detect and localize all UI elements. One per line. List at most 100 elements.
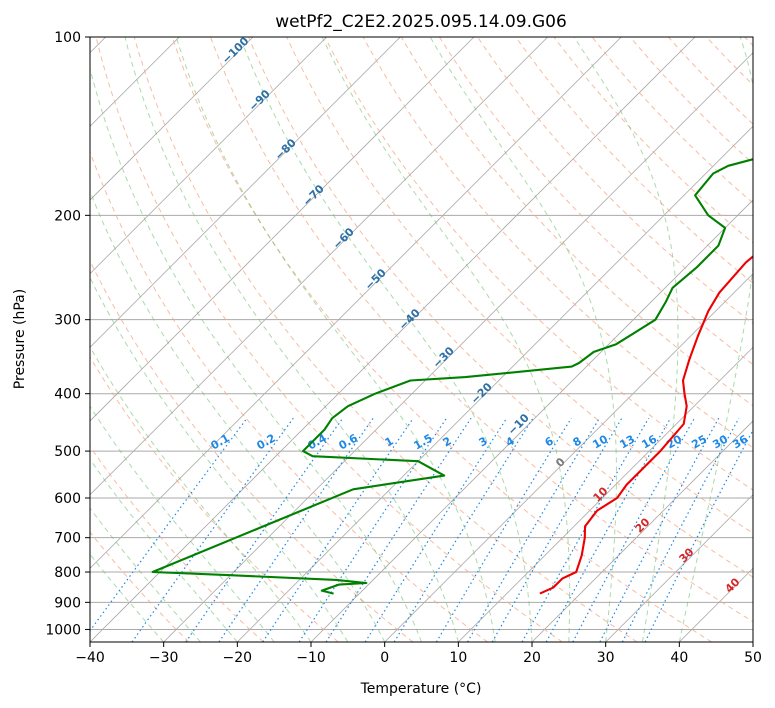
y-tick-label: 600 <box>54 491 81 507</box>
dry-adiabat-line <box>90 356 339 642</box>
isotherm-line <box>90 37 622 569</box>
dry-adiabat-line <box>438 37 753 366</box>
mixing-ratio-line <box>599 417 720 642</box>
mixing-ratio-line <box>435 417 572 642</box>
mixing-ratio-line <box>572 417 695 642</box>
dry-adiabat-label: −90 <box>246 87 273 114</box>
moist-adiabat-line <box>321 37 571 642</box>
mixing-ratio-line <box>393 417 534 642</box>
moist-adiabat-label: 30 <box>677 545 697 565</box>
isotherm-line <box>90 37 254 201</box>
y-tick-label: 300 <box>54 313 81 329</box>
dry-adiabat-line <box>515 37 753 284</box>
dry-adiabat-line <box>90 531 190 642</box>
mixing-ratio-line <box>185 417 344 642</box>
moist-adiabat-line <box>239 37 533 642</box>
moist-adiabat-label: 0 <box>553 455 568 470</box>
x-tick-label: 10 <box>449 650 467 666</box>
mixing-ratio-line <box>491 417 623 642</box>
temperature-profile-line <box>539 255 753 595</box>
mixing-ratio-line <box>466 417 600 642</box>
mixing-ratio-label: 0.4 <box>306 431 330 452</box>
dry-adiabat-label: −60 <box>330 225 357 252</box>
x-tick-label: 0 <box>380 650 389 666</box>
dry-adiabat-line <box>90 259 414 642</box>
dry-adiabat-label: −50 <box>362 266 389 293</box>
dry-adiabat-label: −30 <box>430 344 457 371</box>
isotherm-line <box>237 125 753 642</box>
isotherm-line <box>752 641 753 642</box>
mixing-ratio-line <box>545 417 672 642</box>
plot-frame <box>89 36 754 643</box>
isotherm-line <box>679 567 753 642</box>
mixing-ratio-line <box>131 417 294 642</box>
x-tick-label: 50 <box>744 650 762 666</box>
dry-adiabat-line <box>706 37 753 86</box>
y-tick-label: 1000 <box>45 622 81 638</box>
moist-adiabat-line <box>90 405 275 642</box>
dry-adiabat-label: −70 <box>300 182 327 209</box>
mixing-ratio-label: 1.5 <box>412 431 435 452</box>
mixing-ratio-label: 36 <box>730 432 750 451</box>
isotherm-line <box>90 37 696 642</box>
dry-adiabat-line <box>248 37 753 578</box>
dry-adiabat-line <box>171 37 712 642</box>
y-axis-label: Pressure (hPa) <box>12 289 28 389</box>
mixing-ratio-line <box>262 417 414 642</box>
y-tick-label: 100 <box>54 30 81 46</box>
dry-adiabat-label: −80 <box>272 136 299 163</box>
isotherm-line <box>384 273 753 642</box>
x-tick-label: 20 <box>523 650 541 666</box>
dry-adiabat-line <box>210 37 753 623</box>
dry-adiabat-label: −10 <box>505 411 532 438</box>
x-axis-label: Temperature (°C) <box>360 681 482 697</box>
isotherm-line <box>605 494 753 642</box>
y-tick-label: 500 <box>54 444 81 460</box>
moist-adiabat-line <box>90 458 238 642</box>
isotherm-line <box>531 420 753 642</box>
moist-adiabat-label: 10 <box>591 484 611 504</box>
mixing-ratio-label: 0.2 <box>255 431 278 452</box>
dry-adiabat-line <box>400 37 753 407</box>
dry-adiabat-line <box>286 37 753 534</box>
mixing-ratio-label: 10 <box>590 432 610 451</box>
dry-adiabat-label: −100 <box>220 34 252 66</box>
moist-adiabat-line <box>90 66 422 642</box>
x-tick-label: 30 <box>597 650 615 666</box>
dewpoint-profile-line <box>151 158 753 595</box>
moist-adiabat-line <box>429 37 617 642</box>
y-tick-label: 200 <box>54 208 81 224</box>
x-tick-label: −40 <box>75 650 105 666</box>
y-tick-label: 800 <box>54 565 81 581</box>
x-tick-label: −10 <box>296 650 326 666</box>
mixing-ratio-label: 0.1 <box>209 431 232 452</box>
moist-adiabat-line <box>124 37 459 642</box>
dry-adiabat-line <box>744 37 753 47</box>
isotherm-line <box>90 37 401 348</box>
dry-adiabat-line <box>133 37 638 642</box>
mixing-ratio-line <box>325 417 472 642</box>
y-tick-label: 900 <box>54 595 81 611</box>
dry-adiabat-line <box>90 150 488 642</box>
isotherm-line <box>458 346 753 642</box>
moist-adiabat-label: 40 <box>723 575 743 595</box>
x-tick-label: −20 <box>223 650 253 666</box>
moist-adiabat-line <box>175 37 496 642</box>
mixing-ratio-label: 13 <box>617 433 637 452</box>
isotherm-line <box>90 37 475 422</box>
mixing-ratio-label: 16 <box>639 432 659 451</box>
moist-adiabat-line <box>90 346 312 642</box>
mixing-ratio-line <box>298 417 447 642</box>
isotherm-line <box>163 52 753 642</box>
dry-adiabat-line <box>90 445 264 642</box>
mixing-ratio-label: 25 <box>689 433 709 452</box>
x-tick-label: 40 <box>670 650 688 666</box>
isotherm-line <box>90 37 327 275</box>
moist-adiabat-line <box>90 553 165 642</box>
mixing-ratio-line <box>218 417 374 642</box>
moist-adiabat-line <box>90 276 349 642</box>
moist-adiabat-label: 20 <box>633 515 653 535</box>
mixing-ratio-label: 30 <box>710 432 730 451</box>
mixing-ratio-line <box>644 428 753 642</box>
